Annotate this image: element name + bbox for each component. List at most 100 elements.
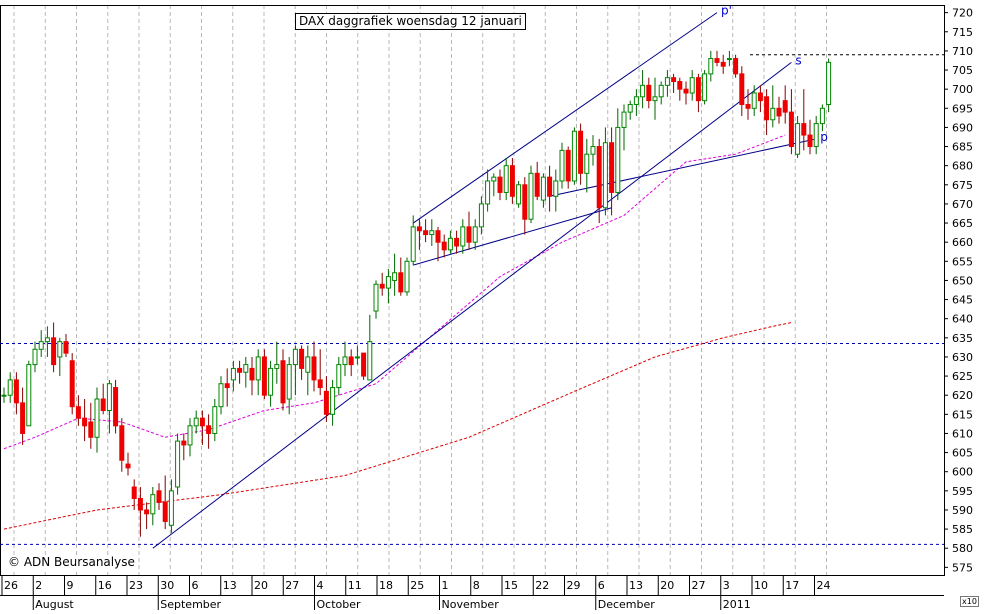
copyright-label: © ADN Beursanalyse (8, 555, 135, 569)
month-label: October (317, 598, 361, 610)
candle-body (423, 230, 429, 236)
y-tick-label: 705 (952, 64, 973, 77)
candle-body (125, 463, 131, 469)
candle-body (571, 130, 577, 182)
candle-body (627, 103, 633, 113)
x-tick-label: 16 (98, 579, 112, 592)
x-tick-label: 11 (348, 579, 362, 592)
candle-body (788, 111, 794, 148)
candle-body (398, 272, 404, 293)
candle-body (367, 341, 373, 381)
candle-body (590, 146, 596, 155)
y-tick-label: 585 (952, 523, 973, 536)
y-tick-label: 595 (952, 485, 973, 498)
y-tick-label: 650 (952, 274, 973, 287)
candle-body (695, 77, 701, 102)
chart-title: DAX daggrafiek woensdag 12 januari (295, 13, 526, 30)
candle-body (150, 494, 156, 515)
candle-body (392, 272, 398, 281)
month-label: November (442, 598, 500, 610)
x-tick-label: 10 (754, 579, 768, 592)
candle-body (602, 142, 608, 209)
y-tick-label: 710 (952, 45, 973, 58)
candle-body (268, 367, 274, 396)
candle-body (528, 172, 534, 220)
candle-body (826, 61, 832, 105)
candle-body (230, 367, 236, 381)
candle-body (689, 77, 695, 94)
trendline (413, 207, 612, 266)
y-tick-label: 655 (952, 255, 973, 268)
candle-body (385, 276, 391, 289)
candle-body (237, 367, 243, 373)
candle-body (466, 226, 472, 243)
x-tick-label: 18 (379, 579, 393, 592)
candle-body (733, 58, 739, 75)
candle-body (801, 123, 807, 136)
x-tick-label: 13 (629, 579, 643, 592)
x-tick-label: 25 (410, 579, 424, 592)
candle-body (187, 425, 193, 446)
candle-body (640, 84, 646, 98)
candle-body (94, 398, 100, 438)
x-tick-label: 24 (817, 579, 831, 592)
candle-body (32, 348, 38, 366)
candle-body (726, 58, 732, 61)
trendline-label: p (820, 130, 828, 144)
trendline (412, 12, 718, 224)
x-tick-label: 27 (285, 579, 299, 592)
candle-body (813, 123, 819, 148)
candle-body (714, 58, 720, 63)
y-tick-label: 620 (952, 389, 973, 402)
candle-body (82, 417, 88, 427)
candle-body (540, 176, 546, 201)
month-label: 2011 (723, 598, 751, 610)
candle-body (299, 348, 305, 369)
y-tick-label: 645 (952, 294, 973, 307)
candle-body (416, 226, 422, 232)
candle-body (175, 440, 181, 488)
candle-body (63, 341, 69, 354)
candle-body (658, 84, 664, 98)
candle-body (336, 364, 342, 389)
y-tick-label: 605 (952, 447, 973, 460)
candle-body (280, 360, 286, 404)
candle-body (317, 379, 323, 389)
candle-body (100, 398, 106, 412)
candle-body (819, 107, 825, 125)
candle-body (435, 230, 441, 243)
candle-body (460, 226, 466, 247)
moving-average-short (3, 134, 786, 450)
x-tick-label: 17 (785, 579, 799, 592)
y-tick-label: 685 (952, 141, 973, 154)
candle-body (751, 92, 757, 109)
y-tick-label: 690 (952, 121, 973, 134)
candle-body (652, 96, 658, 102)
y-tick-label: 660 (952, 236, 973, 249)
candle-body (702, 73, 708, 102)
candle-body (671, 77, 677, 83)
candle-body (677, 81, 683, 90)
candle-body (199, 417, 205, 427)
candle-body (373, 283, 379, 312)
y-tick-label: 580 (952, 542, 973, 555)
candle-body (757, 92, 763, 102)
candle-body (621, 111, 627, 128)
candle-body (342, 356, 348, 366)
candle-body (7, 379, 13, 396)
candle-body (578, 130, 584, 174)
candle-body (559, 149, 565, 182)
candle-body (13, 379, 19, 404)
candle-body (75, 406, 81, 419)
candle-body (795, 123, 801, 155)
y-tick-label: 635 (952, 332, 973, 345)
candle-body (168, 490, 174, 526)
y-tick-label: 700 (952, 83, 973, 96)
trendline (549, 138, 817, 197)
candle-body (249, 367, 255, 381)
candle-body (243, 364, 249, 373)
x-tick-label: 27 (692, 579, 706, 592)
candle-body (609, 142, 615, 193)
candle-body (664, 77, 670, 86)
candle-body (615, 126, 621, 193)
